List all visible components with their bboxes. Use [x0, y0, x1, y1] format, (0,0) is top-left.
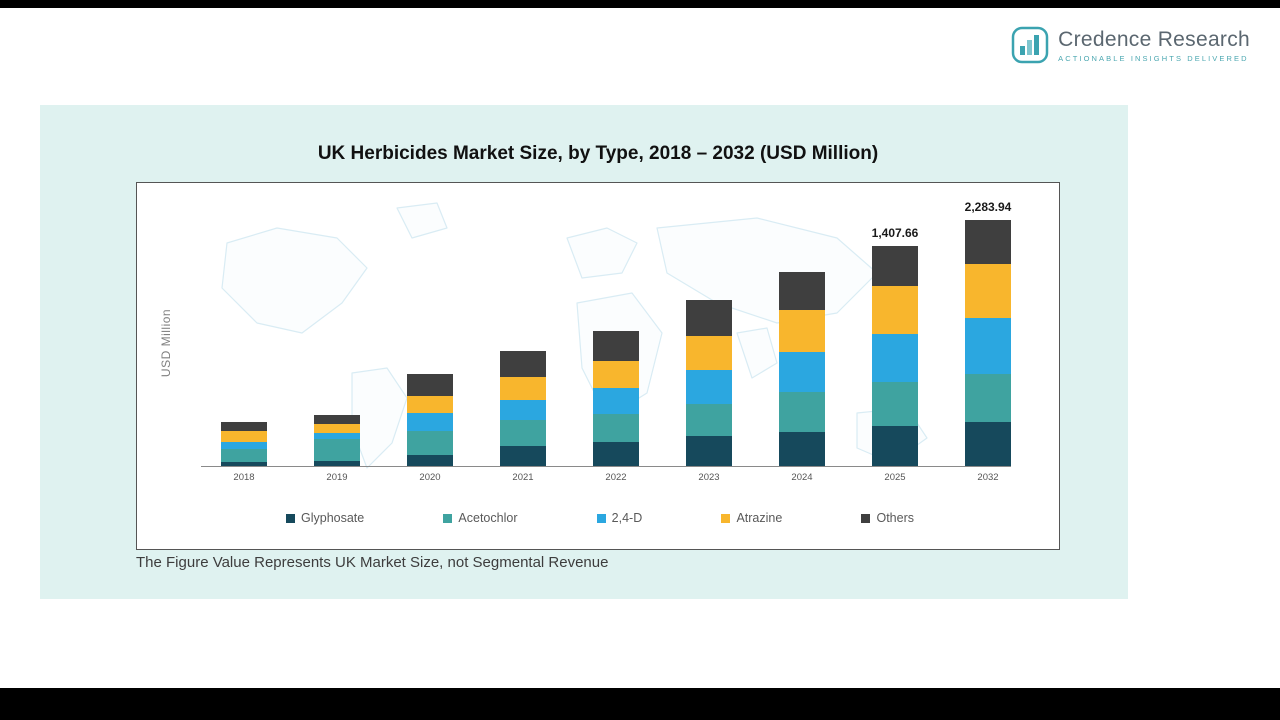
segment-glyphosate: [593, 442, 639, 466]
segment-others: [593, 331, 639, 361]
brand-text-block: Credence Research Actionable Insights De…: [1058, 28, 1250, 63]
brand-tagline: Actionable Insights Delivered: [1058, 53, 1249, 63]
bar-2019: [314, 415, 360, 466]
bars-container: 1,407.66 2,283.94: [137, 183, 1059, 466]
chart-title: UK Herbicides Market Size, by Type, 2018…: [317, 143, 879, 164]
segment-others: [221, 422, 267, 431]
segment-atrazine: [407, 396, 453, 413]
legend-label: Glyphosate: [301, 511, 365, 525]
segment-others: [500, 351, 546, 377]
legend-label: Others: [876, 511, 914, 525]
legend-swatch-icon: [443, 513, 453, 523]
value-label-2025: 1,407.66: [871, 226, 919, 240]
bar-2024: [779, 272, 825, 466]
bottom-border-strip: [0, 688, 1280, 720]
segment-atrazine: [500, 377, 546, 400]
brand-logo: Credence Research Actionable Insights De…: [1011, 26, 1250, 64]
segment-acetochlor: [407, 431, 453, 455]
segment-2-4-d: [779, 352, 825, 392]
legend-label: Atrazine: [736, 511, 783, 525]
bar-2032: 2,283.94: [965, 200, 1011, 466]
footnote: The Figure Value Represents UK Market Si…: [136, 554, 609, 571]
segment-others: [314, 415, 360, 424]
legend-item-atrazine: Atrazine: [721, 511, 782, 525]
legend-swatch-icon: [596, 513, 606, 523]
segment-others: [872, 246, 918, 286]
segment-glyphosate: [779, 432, 825, 466]
segment-2-4-d: [686, 370, 732, 404]
segment-acetochlor: [593, 414, 639, 442]
x-axis-line: [201, 466, 1011, 467]
bar-2022: [593, 331, 639, 466]
legend-item-glyphosate: Glyphosate: [286, 511, 364, 525]
segment-atrazine: [314, 424, 360, 433]
bar-2021: [500, 351, 546, 466]
segment-glyphosate: [686, 436, 732, 466]
segment-2-4-d: [965, 318, 1011, 374]
legend-item-2-4-d: 2,4-D: [596, 511, 643, 525]
legend-label: Acetochlor: [458, 511, 518, 525]
segment-acetochlor: [500, 420, 546, 446]
bar-chart-logo-icon: [1011, 26, 1049, 64]
legend-swatch-icon: [721, 513, 731, 523]
segment-atrazine: [221, 431, 267, 442]
bar-2018: [221, 422, 267, 466]
chart-area: USD Million 1,407.66 2,283.94 2018 2019 202…: [136, 182, 1060, 550]
bar-2020: [407, 374, 453, 466]
brand-name: Credence Research: [1058, 27, 1250, 51]
segment-2-4-d: [407, 413, 453, 431]
segment-2-4-d: [593, 388, 639, 414]
segment-glyphosate: [221, 462, 267, 466]
bar-2025: 1,407.66: [872, 226, 918, 466]
segment-glyphosate: [500, 446, 546, 466]
bar-2023: [686, 300, 732, 466]
segment-acetochlor: [314, 439, 360, 461]
segment-acetochlor: [686, 404, 732, 436]
segment-atrazine: [593, 361, 639, 388]
segment-2-4-d: [221, 442, 267, 449]
legend-swatch-icon: [861, 513, 871, 523]
segment-atrazine: [965, 264, 1011, 318]
segment-glyphosate: [872, 426, 918, 466]
segment-acetochlor: [872, 382, 918, 426]
segment-acetochlor: [221, 449, 267, 462]
segment-acetochlor: [965, 374, 1011, 422]
legend-item-acetochlor: Acetochlor: [443, 511, 517, 525]
chart-legend: Glyphosate Acetochlor 2,4-D Atrazine Others: [286, 511, 914, 525]
segment-others: [779, 272, 825, 310]
legend-swatch-icon: [286, 513, 295, 523]
segment-2-4-d: [500, 400, 546, 420]
segment-others: [407, 374, 453, 396]
segment-2-4-d: [872, 334, 918, 382]
segment-atrazine: [686, 336, 732, 370]
segment-glyphosate: [314, 461, 360, 466]
segment-glyphosate: [965, 422, 1011, 466]
segment-atrazine: [872, 286, 918, 334]
segment-2-4-d: [314, 433, 360, 439]
legend-label: 2,4-D: [611, 511, 643, 525]
segment-others: [965, 220, 1011, 264]
segment-glyphosate: [407, 455, 453, 466]
segment-atrazine: [779, 310, 825, 352]
top-border-strip: [0, 0, 1280, 8]
segment-acetochlor: [779, 392, 825, 432]
segment-others: [686, 300, 732, 336]
legend-item-others: Others: [861, 511, 914, 525]
value-label-2032: 2,283.94: [964, 200, 1012, 214]
